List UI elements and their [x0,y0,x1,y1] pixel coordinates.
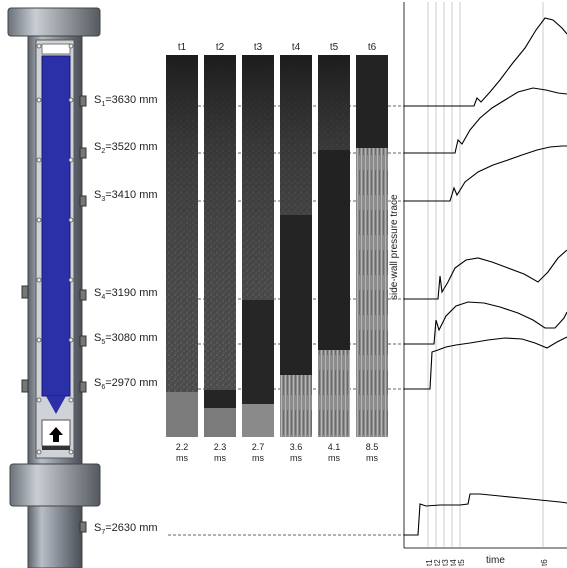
frame-t2 [204,55,236,437]
sensor-label-s7: S7=2630 mm [94,522,158,537]
frame-time-t3: 2.7 ms [251,442,265,463]
y-axis-label: side-wall pressure trace [389,194,400,300]
frame-time-t1: 2.2 ms [175,442,189,463]
time-marker-lines [427,2,544,548]
sensor-label-s2: S2=3520 mm [94,141,158,156]
frame-title-t3: t3 [253,42,263,53]
bolts [36,43,74,455]
trace-s7 [404,493,567,536]
trace-s3 [404,145,567,202]
trace-s4 [404,249,567,300]
frame-t5 [318,55,350,437]
trace-s5 [404,301,567,345]
x-axis-label: time [486,555,505,566]
frame-title-t5: t5 [329,42,339,53]
sensor-label-s5: S5=3080 mm [94,332,158,347]
trace-s2 [404,87,567,154]
frame-time-t6: 8.5 ms [365,442,379,463]
frame-time-t4: 3.6 ms [289,442,303,463]
frame-t3 [242,55,274,437]
trace-s1 [404,17,567,107]
sensor-label-s1: S1=3630 mm [94,94,158,109]
frame-t6 [356,55,388,437]
tick-label-t6: t6 [540,559,549,566]
tick-label-t5: t5 [457,559,466,566]
frame-title-t6: t6 [367,42,377,53]
trace-s6 [404,336,567,390]
frame-title-t2: t2 [215,42,225,53]
sensor-label-s3: S3=3410 mm [94,189,158,204]
sensor-label-s4: S4=3190 mm [94,287,158,302]
frame-t4 [280,55,312,437]
frame-title-t1: t1 [177,42,187,53]
frame-t1 [166,55,198,437]
frame-time-t2: 2.3 ms [213,442,227,463]
fluid-column [41,55,71,397]
upward-arrow-icon [49,427,63,442]
shock-tube-drawing [7,7,101,568]
frame-time-t5: 4.1 ms [327,442,341,463]
frame-title-t4: t4 [291,42,301,53]
downward-arrow-icon [46,396,66,414]
sensor-label-s6: S6=2970 mm [94,377,158,392]
